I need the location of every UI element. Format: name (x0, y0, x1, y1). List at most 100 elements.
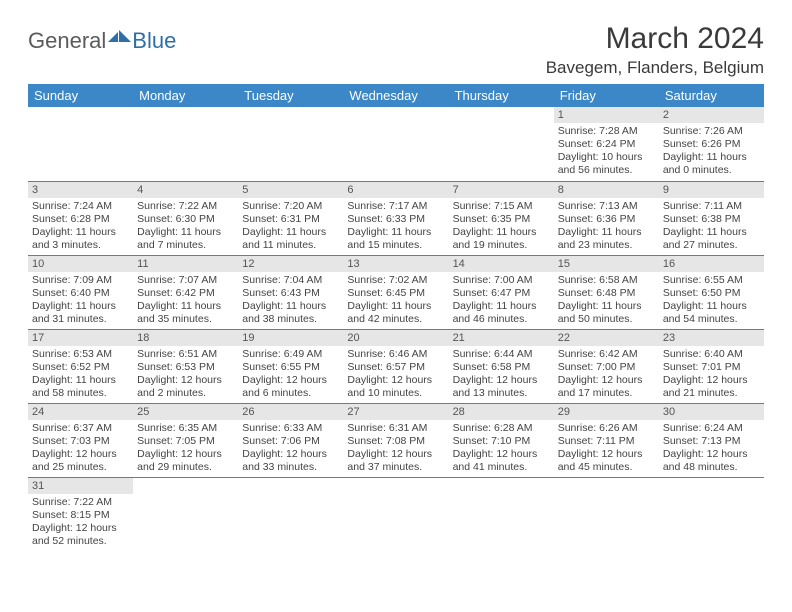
day-body: Sunrise: 6:55 AMSunset: 6:50 PMDaylight:… (659, 272, 764, 329)
day-body: Sunrise: 6:42 AMSunset: 7:00 PMDaylight:… (554, 346, 659, 403)
day-body: Sunrise: 6:51 AMSunset: 6:53 PMDaylight:… (133, 346, 238, 403)
sunset-text: Sunset: 6:50 PM (663, 287, 760, 300)
sunset-text: Sunset: 7:13 PM (663, 435, 760, 448)
calendar-day-cell (554, 477, 659, 551)
calendar-week-row: 10Sunrise: 7:09 AMSunset: 6:40 PMDayligh… (28, 255, 764, 329)
sunrise-text: Sunrise: 6:33 AM (242, 422, 339, 435)
calendar-day-cell: 3Sunrise: 7:24 AMSunset: 6:28 PMDaylight… (28, 181, 133, 255)
sunrise-text: Sunrise: 7:04 AM (242, 274, 339, 287)
weekday-header: Monday (133, 84, 238, 107)
sunrise-text: Sunrise: 6:51 AM (137, 348, 234, 361)
calendar-day-cell: 17Sunrise: 6:53 AMSunset: 6:52 PMDayligh… (28, 329, 133, 403)
day-number: 17 (28, 330, 133, 346)
calendar-day-cell: 27Sunrise: 6:31 AMSunset: 7:08 PMDayligh… (343, 403, 448, 477)
weekday-header-row: Sunday Monday Tuesday Wednesday Thursday… (28, 84, 764, 107)
daylight-text: Daylight: 12 hours and 2 minutes. (137, 374, 234, 400)
sunrise-text: Sunrise: 6:26 AM (558, 422, 655, 435)
sunrise-text: Sunrise: 7:24 AM (32, 200, 129, 213)
day-body: Sunrise: 7:02 AMSunset: 6:45 PMDaylight:… (343, 272, 448, 329)
weekday-header: Wednesday (343, 84, 448, 107)
sunset-text: Sunset: 6:38 PM (663, 213, 760, 226)
calendar-day-cell (343, 477, 448, 551)
sunset-text: Sunset: 6:48 PM (558, 287, 655, 300)
day-body: Sunrise: 6:46 AMSunset: 6:57 PMDaylight:… (343, 346, 448, 403)
calendar-day-cell: 16Sunrise: 6:55 AMSunset: 6:50 PMDayligh… (659, 255, 764, 329)
sunrise-text: Sunrise: 7:13 AM (558, 200, 655, 213)
weekday-header: Saturday (659, 84, 764, 107)
calendar-day-cell: 15Sunrise: 6:58 AMSunset: 6:48 PMDayligh… (554, 255, 659, 329)
day-body: Sunrise: 7:20 AMSunset: 6:31 PMDaylight:… (238, 198, 343, 255)
day-body: Sunrise: 6:35 AMSunset: 7:05 PMDaylight:… (133, 420, 238, 477)
calendar-day-cell: 19Sunrise: 6:49 AMSunset: 6:55 PMDayligh… (238, 329, 343, 403)
daylight-text: Daylight: 11 hours and 0 minutes. (663, 151, 760, 177)
calendar-day-cell: 5Sunrise: 7:20 AMSunset: 6:31 PMDaylight… (238, 181, 343, 255)
sunset-text: Sunset: 6:53 PM (137, 361, 234, 374)
calendar-week-row: 3Sunrise: 7:24 AMSunset: 6:28 PMDaylight… (28, 181, 764, 255)
sunset-text: Sunset: 6:28 PM (32, 213, 129, 226)
sunrise-text: Sunrise: 7:28 AM (558, 125, 655, 138)
day-body: Sunrise: 6:33 AMSunset: 7:06 PMDaylight:… (238, 420, 343, 477)
weekday-header: Sunday (28, 84, 133, 107)
sunrise-text: Sunrise: 6:49 AM (242, 348, 339, 361)
daylight-text: Daylight: 11 hours and 35 minutes. (137, 300, 234, 326)
sunset-text: Sunset: 6:40 PM (32, 287, 129, 300)
calendar-day-cell (449, 107, 554, 181)
calendar-day-cell: 12Sunrise: 7:04 AMSunset: 6:43 PMDayligh… (238, 255, 343, 329)
day-body: Sunrise: 6:24 AMSunset: 7:13 PMDaylight:… (659, 420, 764, 477)
day-body: Sunrise: 6:53 AMSunset: 6:52 PMDaylight:… (28, 346, 133, 403)
sunset-text: Sunset: 7:05 PM (137, 435, 234, 448)
daylight-text: Daylight: 12 hours and 10 minutes. (347, 374, 444, 400)
calendar-day-cell (449, 477, 554, 551)
daylight-text: Daylight: 11 hours and 46 minutes. (453, 300, 550, 326)
daylight-text: Daylight: 11 hours and 11 minutes. (242, 226, 339, 252)
day-body: Sunrise: 6:40 AMSunset: 7:01 PMDaylight:… (659, 346, 764, 403)
calendar-day-cell: 1Sunrise: 7:28 AMSunset: 6:24 PMDaylight… (554, 107, 659, 181)
daylight-text: Daylight: 12 hours and 29 minutes. (137, 448, 234, 474)
sunset-text: Sunset: 7:08 PM (347, 435, 444, 448)
daylight-text: Daylight: 10 hours and 56 minutes. (558, 151, 655, 177)
daylight-text: Daylight: 12 hours and 48 minutes. (663, 448, 760, 474)
daylight-text: Daylight: 12 hours and 17 minutes. (558, 374, 655, 400)
month-title: March 2024 (546, 22, 764, 56)
brand-text-2: Blue (132, 28, 176, 54)
day-number: 14 (449, 256, 554, 272)
sunrise-text: Sunrise: 7:17 AM (347, 200, 444, 213)
day-body: Sunrise: 6:37 AMSunset: 7:03 PMDaylight:… (28, 420, 133, 477)
day-number: 10 (28, 256, 133, 272)
day-number: 12 (238, 256, 343, 272)
day-number: 30 (659, 404, 764, 420)
sunrise-text: Sunrise: 6:40 AM (663, 348, 760, 361)
sunrise-text: Sunrise: 6:31 AM (347, 422, 444, 435)
sunrise-text: Sunrise: 7:22 AM (137, 200, 234, 213)
calendar-day-cell (659, 477, 764, 551)
daylight-text: Daylight: 11 hours and 27 minutes. (663, 226, 760, 252)
day-body: Sunrise: 6:31 AMSunset: 7:08 PMDaylight:… (343, 420, 448, 477)
daylight-text: Daylight: 12 hours and 6 minutes. (242, 374, 339, 400)
day-body: Sunrise: 6:49 AMSunset: 6:55 PMDaylight:… (238, 346, 343, 403)
sunrise-text: Sunrise: 6:58 AM (558, 274, 655, 287)
sunset-text: Sunset: 6:42 PM (137, 287, 234, 300)
sunrise-text: Sunrise: 6:55 AM (663, 274, 760, 287)
sunrise-text: Sunrise: 6:37 AM (32, 422, 129, 435)
calendar-day-cell (238, 107, 343, 181)
sunrise-text: Sunrise: 7:26 AM (663, 125, 760, 138)
calendar-day-cell: 23Sunrise: 6:40 AMSunset: 7:01 PMDayligh… (659, 329, 764, 403)
daylight-text: Daylight: 11 hours and 3 minutes. (32, 226, 129, 252)
day-body: Sunrise: 6:28 AMSunset: 7:10 PMDaylight:… (449, 420, 554, 477)
daylight-text: Daylight: 12 hours and 21 minutes. (663, 374, 760, 400)
sunrise-text: Sunrise: 7:07 AM (137, 274, 234, 287)
daylight-text: Daylight: 11 hours and 58 minutes. (32, 374, 129, 400)
day-number: 7 (449, 182, 554, 198)
calendar-day-cell: 26Sunrise: 6:33 AMSunset: 7:06 PMDayligh… (238, 403, 343, 477)
calendar-day-cell: 18Sunrise: 6:51 AMSunset: 6:53 PMDayligh… (133, 329, 238, 403)
day-number: 5 (238, 182, 343, 198)
day-number: 16 (659, 256, 764, 272)
day-body: Sunrise: 7:24 AMSunset: 6:28 PMDaylight:… (28, 198, 133, 255)
calendar-day-cell: 8Sunrise: 7:13 AMSunset: 6:36 PMDaylight… (554, 181, 659, 255)
calendar-day-cell: 14Sunrise: 7:00 AMSunset: 6:47 PMDayligh… (449, 255, 554, 329)
header: General Blue March 2024 Bavegem, Flander… (28, 22, 764, 78)
sunrise-text: Sunrise: 6:28 AM (453, 422, 550, 435)
sunrise-text: Sunrise: 7:22 AM (32, 496, 129, 509)
day-body: Sunrise: 7:26 AMSunset: 6:26 PMDaylight:… (659, 123, 764, 180)
weekday-header: Tuesday (238, 84, 343, 107)
